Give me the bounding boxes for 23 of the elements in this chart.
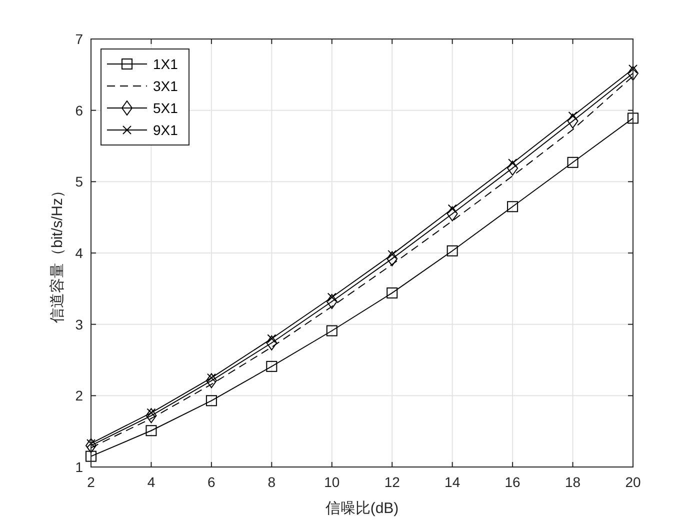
x-tick-label: 20 [625, 474, 641, 490]
x-tick-label: 4 [147, 474, 156, 490]
y-tick-label: 4 [75, 245, 84, 261]
y-tick-label: 5 [75, 174, 84, 190]
y-tick-label: 3 [75, 316, 84, 332]
x-axis-title: 信噪比(dB) [325, 500, 399, 517]
legend-label: 9X1 [153, 122, 178, 138]
x-tick-label: 6 [208, 474, 216, 490]
y-tick-label: 2 [75, 388, 84, 404]
legend-label: 3X1 [153, 78, 178, 94]
x-tick-label: 14 [444, 474, 460, 490]
legend-label: 5X1 [153, 100, 178, 116]
y-tick-label: 6 [75, 102, 84, 118]
x-tick-label: 12 [384, 474, 400, 490]
x-tick-label: 8 [268, 474, 276, 490]
y-axis-title: 信道容量（bit/s/Hz） [49, 182, 66, 324]
x-tick-label: 10 [324, 474, 340, 490]
x-tick-label: 2 [87, 474, 96, 490]
y-tick-label: 7 [75, 31, 84, 47]
x-tick-label: 16 [504, 474, 521, 490]
y-tick-label: 1 [75, 459, 84, 475]
x-tick-label: 18 [564, 474, 581, 490]
legend-label: 1X1 [153, 56, 178, 72]
